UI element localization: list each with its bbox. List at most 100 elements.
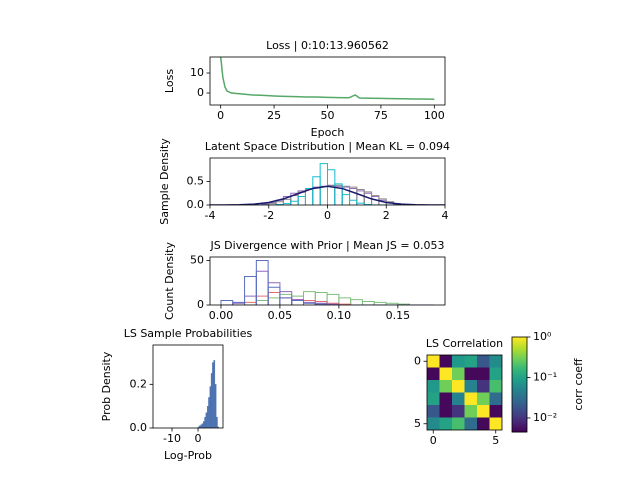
heat-cell xyxy=(439,405,452,418)
subplot-title: Latent Space Distribution | Mean KL = 0.… xyxy=(205,140,450,153)
colorbar-swatch xyxy=(512,348,527,351)
hist-bar xyxy=(216,416,218,428)
colorbar-swatch xyxy=(512,337,527,340)
colorbar-swatch xyxy=(512,397,527,400)
hist-step xyxy=(279,293,293,305)
colorbar-frame xyxy=(511,336,528,433)
hist-step xyxy=(297,191,306,205)
hist-step xyxy=(255,260,269,305)
colorbar-swatch xyxy=(512,368,527,371)
colorbar-swatch xyxy=(512,413,527,416)
colorbar-swatch xyxy=(512,338,527,341)
x-tick-label: 0.10 xyxy=(327,309,352,322)
hist-bar xyxy=(212,362,214,428)
colorbar-swatch xyxy=(512,386,527,389)
heat-cell xyxy=(477,405,490,418)
hist-step xyxy=(255,270,269,305)
y-tick-label: 0 xyxy=(414,354,421,367)
hist-step xyxy=(267,297,281,305)
x-tick-label: 75 xyxy=(374,109,388,122)
colorbar-swatch xyxy=(512,344,527,347)
prior-line xyxy=(210,185,445,205)
y-axis-label: Loss xyxy=(163,69,176,93)
colorbar-swatch xyxy=(512,354,527,357)
colorbar-swatch xyxy=(512,414,527,417)
colorbar-swatch xyxy=(512,430,527,433)
hist-step xyxy=(304,188,314,205)
heat-cell xyxy=(464,405,477,418)
hist-step xyxy=(319,186,328,205)
x-tick-label: -2 xyxy=(263,209,274,222)
heat-cell xyxy=(427,380,440,393)
heat-cell xyxy=(427,392,440,405)
subplot: -4 -2 0 2 4 0.0 0.5 Latent Space Distribution |… xyxy=(187,140,451,222)
x-tick-label: -10 xyxy=(163,432,181,445)
colorbar-swatch xyxy=(512,365,527,368)
colorbar-swatch xyxy=(512,376,527,379)
heat-cell xyxy=(489,380,502,393)
colorbar-swatch xyxy=(512,427,527,430)
heat-cell xyxy=(427,405,440,418)
colorbar-swatch xyxy=(512,371,527,374)
hist-step xyxy=(319,185,328,205)
colorbar-tick-label: 10⁻¹ xyxy=(533,370,557,383)
hist-step xyxy=(255,300,269,305)
colorbar-swatch xyxy=(512,424,527,427)
y-axis-label: Prob Density xyxy=(100,351,113,421)
plot-area xyxy=(220,260,434,305)
hist-step xyxy=(349,199,358,205)
hist-bar xyxy=(205,412,208,428)
heat-cell xyxy=(464,392,477,405)
heat-cell xyxy=(452,417,465,430)
y-tick-label: 0.0 xyxy=(130,421,148,434)
colorbar-swatch xyxy=(512,406,527,409)
hist-bar xyxy=(217,426,219,428)
colorbar-swatch xyxy=(512,395,527,398)
colorbar-swatch xyxy=(512,360,527,363)
colorbar-swatch xyxy=(512,357,527,360)
hist-step xyxy=(279,297,293,305)
hist-step xyxy=(349,186,358,205)
heat-cell xyxy=(477,367,490,380)
colorbar-swatch xyxy=(512,419,527,422)
colorbar-swatch xyxy=(512,411,527,414)
y-axis-label: Sample Density xyxy=(158,138,171,225)
heat-cell xyxy=(464,380,477,393)
hist-step xyxy=(350,299,363,305)
colorbar-swatch xyxy=(512,400,527,403)
heat-cell xyxy=(452,380,465,393)
x-tick-label: -4 xyxy=(205,209,216,222)
colorbar-swatch xyxy=(512,387,527,390)
subplot: 0.00 0.05 0.10 0.15 0 50 JS Divergence with Pr… xyxy=(190,239,446,322)
x-tick-label: 5 xyxy=(492,434,499,447)
colorbar-swatch xyxy=(512,425,527,428)
subplot-title: LS Correlation xyxy=(426,337,503,350)
x-tick-label: 0.00 xyxy=(209,309,234,322)
heat-cell xyxy=(452,405,465,418)
colorbar-swatch xyxy=(512,405,527,408)
y-tick-label: 0 xyxy=(197,298,204,311)
heat-cell xyxy=(452,355,465,368)
colorbar-swatch xyxy=(512,398,527,401)
colorbar-swatch xyxy=(512,346,527,349)
x-tick-label: 0 xyxy=(195,432,202,445)
colorbar-swatch xyxy=(512,422,527,425)
x-tick-label: 100 xyxy=(424,109,445,122)
colorbar-swatch xyxy=(512,389,527,392)
heat-cell xyxy=(427,417,440,430)
heat-cell xyxy=(439,367,452,380)
hist-step xyxy=(297,196,306,205)
y-tick-label: 0 xyxy=(197,86,204,99)
colorbar-swatch xyxy=(512,392,527,395)
colorbar-swatch xyxy=(512,408,527,411)
hist-step xyxy=(319,163,328,205)
axes-frame xyxy=(152,344,224,429)
hist-bar xyxy=(203,421,205,428)
colorbar-swatch xyxy=(512,403,527,406)
colorbar-tick-label: 10⁰ xyxy=(533,330,552,343)
hist-step xyxy=(290,195,299,205)
plot-area xyxy=(210,163,445,205)
axes-frame xyxy=(209,256,446,306)
x-tick-label: 50 xyxy=(321,109,335,122)
